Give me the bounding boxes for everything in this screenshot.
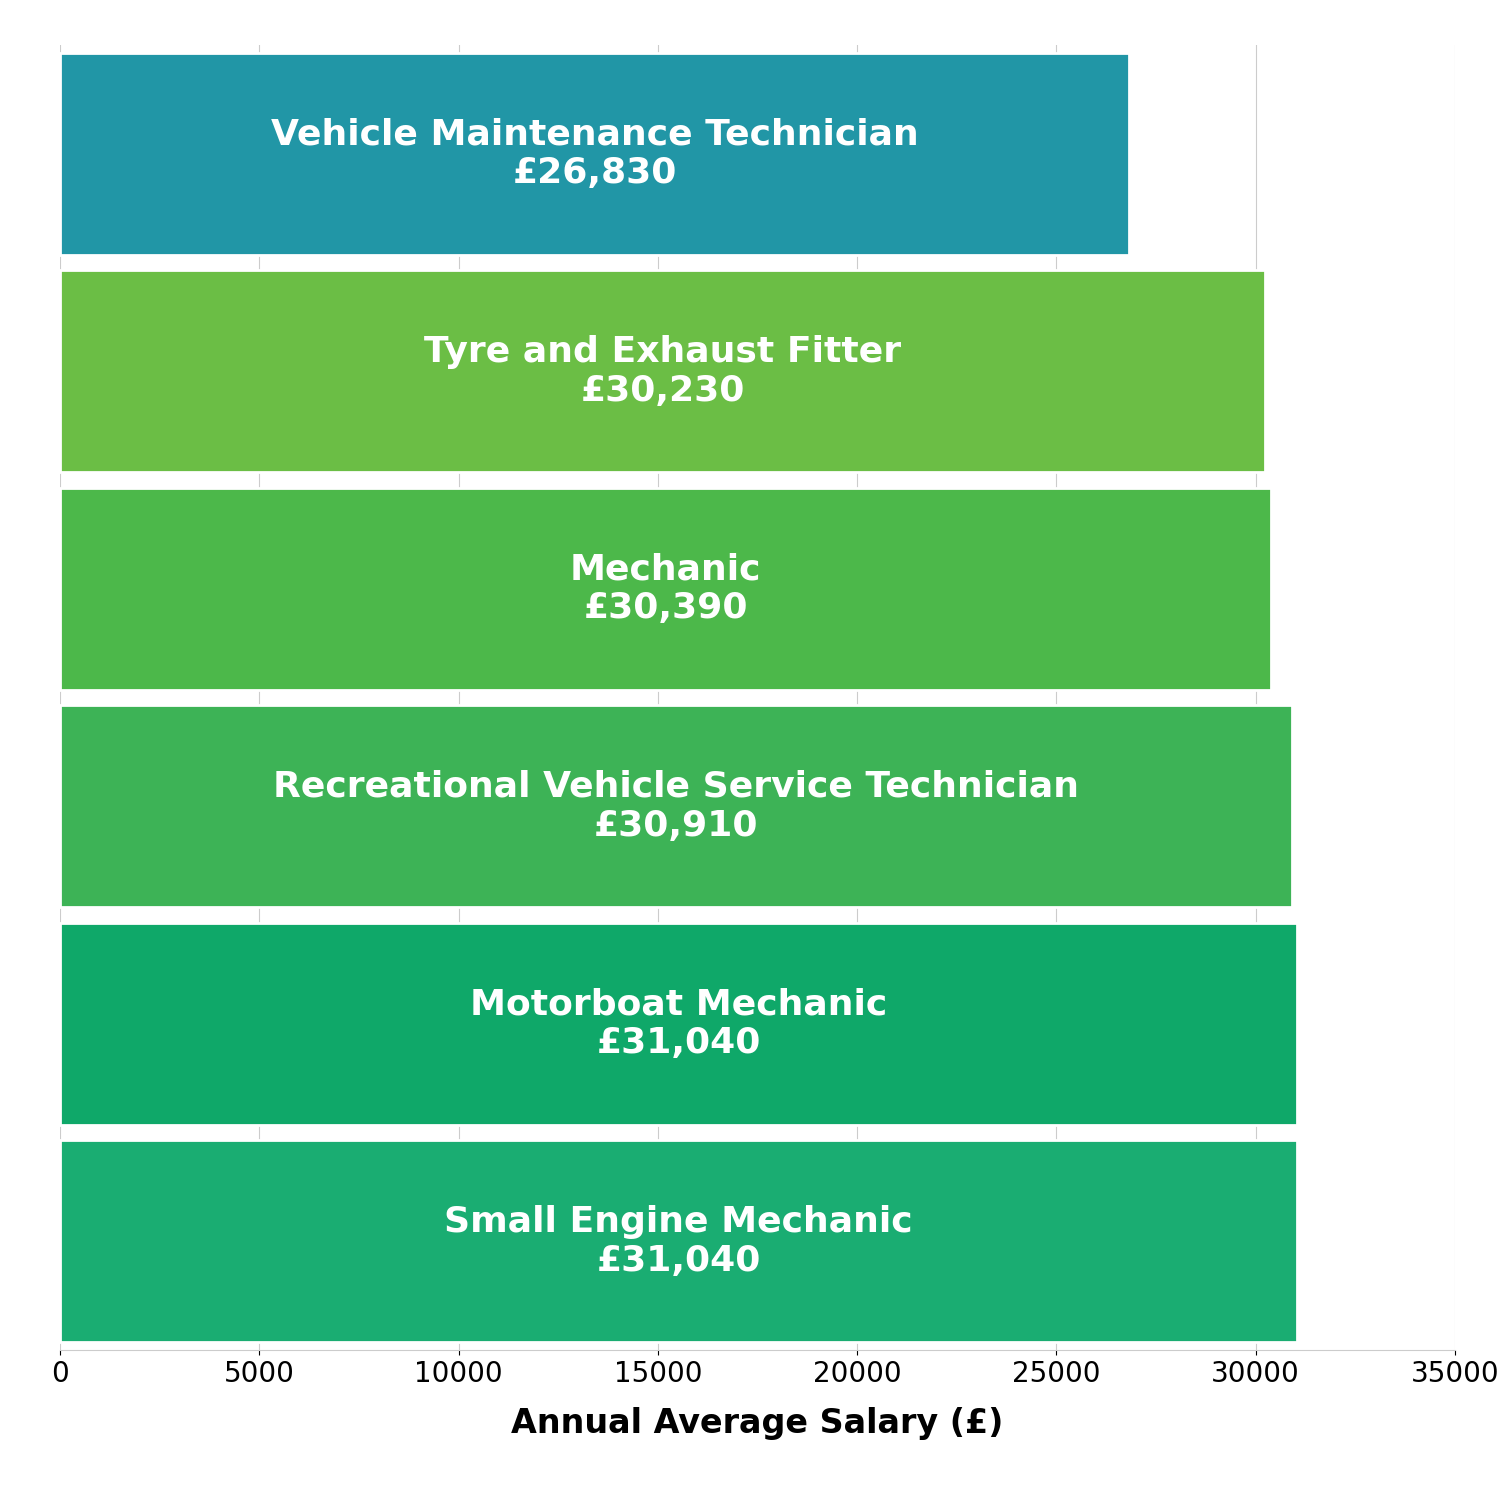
Bar (60, 488, 1272, 690)
Bar (60, 53, 1130, 255)
Text: Vehicle Maintenance Technician
£26,830: Vehicle Maintenance Technician £26,830 (272, 117, 918, 190)
Text: Recreational Vehicle Service Technician
£30,910: Recreational Vehicle Service Technician … (273, 770, 1078, 843)
Text: Small Engine Mechanic
£31,040: Small Engine Mechanic £31,040 (444, 1204, 914, 1278)
Bar (60, 922, 1298, 1125)
X-axis label: Annual Average Salary (£): Annual Average Salary (£) (512, 1407, 1004, 1440)
Text: Motorboat Mechanic
£31,040: Motorboat Mechanic £31,040 (470, 987, 886, 1060)
Bar (60, 705, 1292, 908)
Text: Mechanic
£30,390: Mechanic £30,390 (570, 552, 762, 626)
Bar (60, 1140, 1298, 1342)
Text: Tyre and Exhaust Fitter
£30,230: Tyre and Exhaust Fitter £30,230 (424, 334, 902, 408)
Bar (60, 270, 1264, 472)
